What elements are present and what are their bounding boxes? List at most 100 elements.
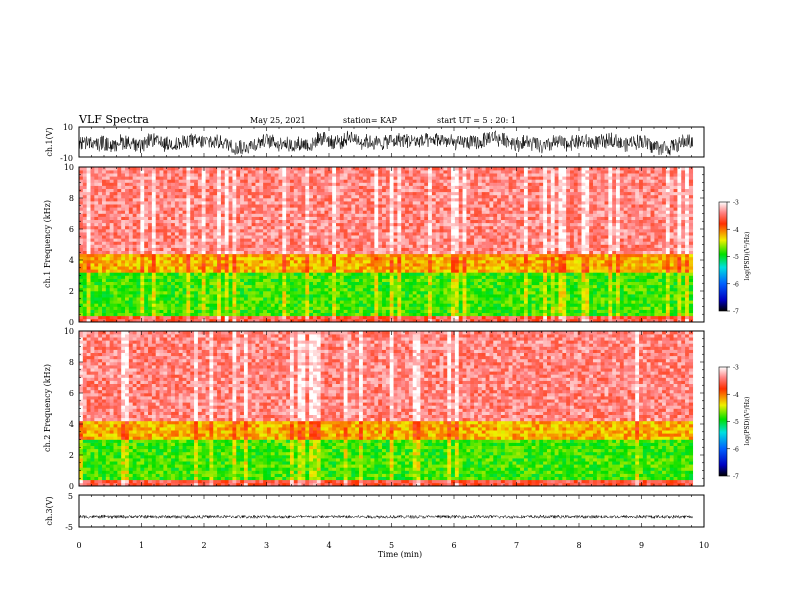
spectrogram-cell <box>451 291 456 295</box>
spectrogram-cell <box>259 306 264 310</box>
spectrogram-cell <box>336 284 341 289</box>
spectrogram-cell <box>182 306 187 310</box>
spectrogram-cell <box>125 198 130 202</box>
spectrogram-cell <box>435 318 440 323</box>
spectrogram-cell <box>301 188 306 193</box>
spectrogram-cell <box>389 294 394 298</box>
spectrogram-cell <box>171 303 176 307</box>
spectrogram-cell <box>328 303 333 307</box>
spectrogram-cell <box>171 278 176 282</box>
spectrogram-cell <box>282 185 287 189</box>
spectrogram-cell <box>324 225 329 230</box>
spectrogram-cell <box>366 207 371 211</box>
spectrogram-cell <box>324 207 329 211</box>
spectrogram-cell <box>255 300 260 304</box>
spectrogram-cell <box>286 216 291 220</box>
spectrogram-cell <box>128 170 134 174</box>
spectrogram-cell <box>197 250 203 255</box>
spectrogram-cell <box>359 225 364 230</box>
spectrogram-cell <box>428 173 433 177</box>
spectrogram-cell <box>382 207 387 211</box>
spectrogram-cell <box>393 297 398 301</box>
spectrogram-cell <box>420 306 425 310</box>
spectrogram-cell <box>328 291 333 295</box>
spectrogram-cell <box>266 250 272 255</box>
spectrogram-cell <box>94 291 99 295</box>
spectrogram-cell <box>328 278 333 282</box>
spectrogram-cell <box>148 222 153 227</box>
spectrogram-cell <box>339 250 344 255</box>
spectrogram-cell <box>301 284 306 289</box>
spectrogram-cell <box>213 167 218 171</box>
spectrogram-cell <box>316 269 321 273</box>
spectrogram-cell <box>82 300 87 304</box>
spectrogram-cell <box>232 229 237 233</box>
spectrogram-cell <box>105 263 110 267</box>
spectrogram-cell <box>167 266 172 270</box>
spectrogram-cell <box>401 272 406 276</box>
spectrogram-cell <box>282 207 287 211</box>
spectrogram-cell <box>424 201 429 205</box>
spectrogram-cell <box>270 216 275 220</box>
spectrogram-cell <box>301 315 306 320</box>
spectrogram-cell <box>220 216 226 220</box>
spectrogram-cell <box>125 275 130 279</box>
spectrogram-cell <box>347 235 352 239</box>
spectrogram-cell <box>347 247 352 251</box>
spectrogram-cell <box>374 210 379 214</box>
spectrogram-cell <box>347 318 352 323</box>
spectrogram-cell <box>393 281 398 286</box>
spectrogram-cell <box>366 309 371 313</box>
spectrogram-cell <box>251 263 256 267</box>
spectrogram-cell <box>305 278 310 282</box>
spectrogram-cell <box>316 176 321 180</box>
spectrogram-cell <box>240 238 245 242</box>
spectrogram-cell <box>117 303 122 307</box>
spectrogram-cell <box>359 188 364 193</box>
spectrogram-cell <box>301 219 306 224</box>
spectrogram-cell <box>94 182 99 186</box>
spectrogram-cell <box>401 250 406 255</box>
spectrogram-cell <box>102 300 107 304</box>
spectrogram-cell <box>178 179 183 183</box>
spectrogram-cell <box>201 207 206 211</box>
spectrogram-cell <box>435 201 440 205</box>
spectrogram-cell <box>412 229 417 233</box>
spectrogram-cell <box>79 176 84 180</box>
spectrogram-cell <box>339 247 344 251</box>
spectrogram-cell <box>266 275 272 279</box>
spectrogram-cell <box>132 219 137 224</box>
spectrogram-cell <box>79 287 84 292</box>
spectrogram-cell <box>355 278 360 282</box>
spectrogram-cell <box>336 269 341 273</box>
spectrogram-cell <box>278 216 283 220</box>
spectrogram-cell <box>282 210 287 214</box>
spectrogram-cell <box>320 263 325 267</box>
spectrogram-cell <box>293 210 298 214</box>
spectrogram-cell <box>79 284 84 289</box>
spectrogram-cell <box>270 284 275 289</box>
spectrogram-cell <box>309 266 314 270</box>
spectrogram-cell <box>324 216 329 220</box>
spectrogram-cell <box>117 318 122 323</box>
spectrogram-cell <box>401 194 406 199</box>
spectrogram-cell <box>102 204 107 208</box>
spectrogram-cell <box>136 194 141 199</box>
spectrogram-cell <box>366 173 371 177</box>
spectrogram-cell <box>366 306 371 310</box>
spectrogram-cell <box>98 278 103 282</box>
spectrogram-cell <box>420 225 425 230</box>
spectrogram-cell <box>343 315 348 320</box>
spectrogram-cell <box>305 256 310 261</box>
spectrogram-cell <box>109 297 114 301</box>
spectrogram-cell <box>278 198 283 202</box>
spectrogram-cell <box>397 210 402 214</box>
spectrogram-cell <box>213 213 218 217</box>
spectrogram-cell <box>251 185 256 189</box>
spectrogram-cell <box>385 219 391 224</box>
spectrogram-cell <box>336 216 341 220</box>
spectrogram-cell <box>378 247 383 251</box>
spectrogram-cell <box>194 269 199 273</box>
spectrogram-cell <box>178 216 183 220</box>
spectrogram-cell <box>447 297 452 301</box>
